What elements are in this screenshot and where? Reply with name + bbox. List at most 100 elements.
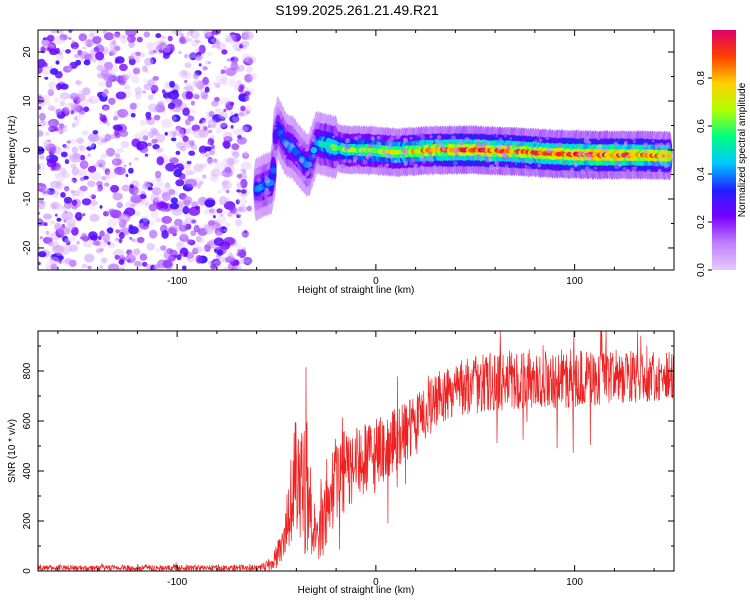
track-halo-dot (352, 159, 357, 164)
noise-blob (189, 170, 196, 175)
noise-blob (232, 151, 240, 159)
noise-blob (79, 185, 88, 192)
track-halo-dot (537, 163, 542, 168)
noise-blob (227, 212, 233, 217)
track-halo-dot (664, 149, 667, 153)
noise-blob (81, 46, 87, 50)
track-halo-dot (283, 140, 290, 147)
noise-blob (124, 90, 132, 99)
noise-blob (183, 252, 188, 258)
noise-blob (69, 102, 75, 107)
colorbar-tick-label: 0.6 (696, 119, 707, 133)
noise-blob (175, 224, 181, 229)
noise-blob (221, 169, 233, 178)
track-halo-dot (602, 147, 609, 153)
noise-blob (119, 130, 129, 138)
noise-blob (45, 261, 52, 270)
noise-blob (134, 157, 139, 161)
noise-blob (46, 188, 56, 195)
noise-blob (39, 236, 43, 240)
track-halo-dot (429, 152, 433, 156)
noise-blob (58, 127, 64, 135)
track-halo-dot (319, 140, 321, 143)
track-halo-dot (387, 144, 391, 149)
noise-blob (240, 259, 246, 264)
snr-xlabel: Height of straight line (km) (298, 585, 415, 596)
track-halo-dot (557, 142, 563, 148)
noise-blob (114, 238, 119, 243)
noise-blob (38, 185, 42, 190)
noise-blob (151, 128, 159, 135)
track-halo-dot (428, 156, 431, 159)
noise-blob (128, 251, 138, 259)
noise-blob (165, 162, 177, 172)
track-halo-dot (529, 162, 532, 165)
noise-blob (221, 180, 229, 187)
noise-blob (210, 264, 217, 270)
track-halo-dot (383, 164, 389, 169)
snr-ytick-label: 0 (22, 568, 33, 574)
noise-blob (89, 213, 100, 222)
noise-blob (141, 65, 148, 73)
noise-blob (87, 165, 97, 173)
snr-xtick-label: 0 (373, 577, 379, 588)
noise-blob (135, 93, 139, 96)
track-halo-dot (359, 148, 364, 153)
noise-blob (200, 91, 208, 99)
track-halo-dot (545, 136, 550, 141)
noise-blob (148, 50, 155, 56)
noise-blob (120, 141, 130, 148)
noise-blob (207, 229, 214, 235)
track-halo-dot (458, 140, 464, 146)
noise-blob (237, 249, 242, 253)
noise-blob (232, 128, 244, 136)
track-halo-dot (354, 136, 359, 141)
noise-blob (85, 39, 94, 47)
noise-blob (166, 43, 175, 54)
track-halo-dot (468, 155, 472, 159)
track-halo-dot (579, 147, 582, 150)
track-halo-dot (584, 166, 590, 172)
noise-blob (99, 134, 107, 140)
noise-blob (70, 189, 75, 194)
noise-blob (70, 110, 75, 115)
spectrogram-xtick-label: 100 (566, 276, 583, 287)
track-halo-dot (307, 178, 311, 182)
noise-blob (107, 241, 111, 245)
noise-blob (52, 244, 65, 254)
noise-blob (61, 216, 69, 223)
noise-blob (64, 261, 70, 267)
noise-blob (54, 172, 61, 179)
noise-blob (186, 239, 193, 245)
noise-blob (197, 228, 208, 236)
track-halo-dot (377, 142, 382, 147)
spectrogram-ylabel: Frequency (Hz) (7, 116, 18, 185)
noise-blob (108, 263, 120, 270)
spectrogram-ytick-label: 10 (22, 95, 33, 107)
track-halo-dot (334, 132, 338, 137)
noise-blob (41, 200, 45, 206)
noise-blob (113, 45, 121, 52)
track-halo-dot (573, 162, 578, 168)
noise-blob (204, 146, 212, 152)
noise-blob (78, 144, 83, 151)
noise-blob (59, 92, 70, 100)
noise-blob (161, 259, 174, 269)
noise-blob (192, 128, 206, 139)
noise-blob (112, 124, 122, 131)
spectrogram-ytick-label: 0 (22, 147, 33, 153)
noise-blob (160, 266, 165, 270)
track-halo-dot (264, 177, 271, 184)
snr-marks (38, 331, 674, 571)
noise-blob (123, 84, 131, 90)
track-halo-dot (585, 153, 592, 160)
noise-blob (95, 248, 103, 254)
noise-blob (199, 120, 203, 124)
track-halo-dot (578, 150, 583, 156)
noise-blob (101, 104, 110, 111)
noise-blob (156, 147, 164, 153)
noise-blob (80, 233, 89, 242)
colorbar-axes: 0.0 0.2 0.4 0.6 0.8 (696, 71, 712, 277)
noise-blob (74, 114, 82, 123)
